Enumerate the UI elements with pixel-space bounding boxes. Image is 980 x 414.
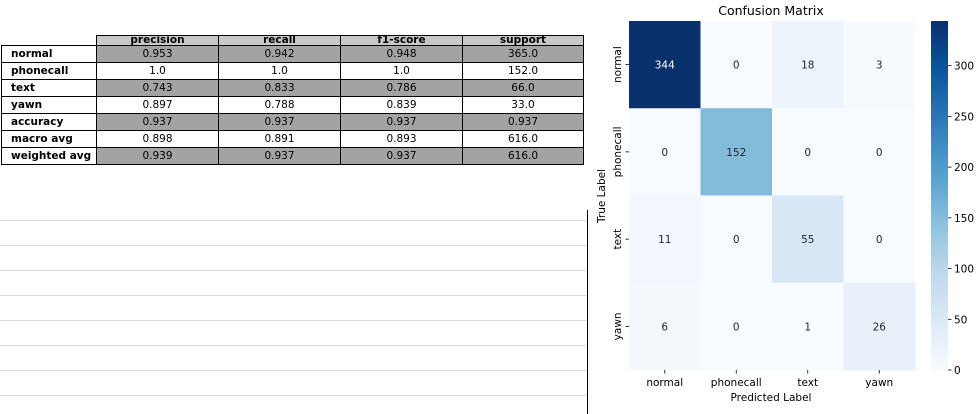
colorbar-tick-label: 250 <box>954 111 974 123</box>
report-header-row: precision recall f1-score support <box>2 35 584 46</box>
report-row-label: normal <box>1 45 97 63</box>
y-axis-label: True Label <box>596 169 608 224</box>
heatmap-cell-label: 26 <box>873 321 887 333</box>
heatmap-cell-label: 6 <box>661 321 668 333</box>
y-tick-label: normal <box>612 46 624 83</box>
colorbar-tick-label: 0 <box>954 365 961 377</box>
colorbar <box>931 21 948 370</box>
heatmap-cell <box>700 195 773 284</box>
y-tick-label: text <box>612 229 624 250</box>
report-cell: 1.0 <box>340 62 463 80</box>
classification-report-table: precision recall f1-score support normal… <box>1 35 584 165</box>
heatmap-cell-label: 0 <box>804 147 811 159</box>
x-tick-label: yawn <box>865 377 893 389</box>
x-tick-label: normal <box>646 377 683 389</box>
report-cell: 0.937 <box>218 147 341 165</box>
heatmap-cell <box>843 282 916 371</box>
report-cell: 0.937 <box>218 113 341 131</box>
gridline <box>0 270 587 271</box>
x-axis-label: Predicted Label <box>731 392 812 404</box>
chart-title: Confusion Matrix <box>718 3 824 18</box>
colorbar-tick-label: 100 <box>954 264 974 276</box>
report-cell: 0.937 <box>96 113 219 131</box>
heatmap-cell <box>700 108 773 196</box>
heatmap-cell-label: 0 <box>876 147 883 159</box>
report-row-label: weighted avg <box>1 147 97 165</box>
heatmap-cell-label: 11 <box>658 234 671 246</box>
heatmap-cell-label: 344 <box>655 60 675 72</box>
report-row-label: yawn <box>1 96 97 114</box>
heatmap-cell-label: 0 <box>733 321 740 333</box>
heatmap-cell <box>843 21 916 109</box>
heatmap-cell <box>629 195 701 284</box>
heatmap-cell <box>700 21 773 109</box>
report-cell: 0.948 <box>340 45 463 63</box>
heatmap-cell <box>772 21 844 109</box>
report-row-label: macro avg <box>1 130 97 148</box>
axis-spine <box>587 210 588 414</box>
report-cell: 0.839 <box>340 96 463 114</box>
report-cell: 152.0 <box>462 62 584 80</box>
heatmap-cell <box>772 108 844 196</box>
heatmap-cell-label: 0 <box>661 147 668 159</box>
report-row: phonecall 1.0 1.0 1.0 152.0 <box>1 62 584 80</box>
heatmap-cell <box>629 21 701 109</box>
report-cell: 0.786 <box>340 79 463 97</box>
report-cell: 0.939 <box>96 147 219 165</box>
report-row: weighted avg 0.939 0.937 0.937 616.0 <box>1 147 584 165</box>
report-cell: 0.898 <box>96 130 219 148</box>
gridline <box>0 245 587 246</box>
heatmap-cell <box>629 282 701 371</box>
heatmap-cell-label: 3 <box>876 60 883 72</box>
x-tick-label: phonecall <box>711 377 762 389</box>
heatmap-cell <box>629 108 701 196</box>
report-cell: 0.891 <box>218 130 341 148</box>
colorbar-tick-label: 50 <box>954 314 967 326</box>
report-cell: 0.893 <box>340 130 463 148</box>
gridline <box>0 345 587 346</box>
report-cell: 365.0 <box>462 45 584 63</box>
heatmap-cell-label: 0 <box>733 60 740 72</box>
heatmap-cell-label: 18 <box>801 60 814 72</box>
heatmap-cell-label: 1 <box>804 321 811 333</box>
x-tick-label: text <box>797 377 818 389</box>
report-row: macro avg 0.898 0.891 0.893 616.0 <box>1 130 584 148</box>
gridline <box>0 395 587 396</box>
report-cell: 1.0 <box>96 62 219 80</box>
colorbar-tick-label: 200 <box>954 162 974 174</box>
heatmap-cell <box>843 108 916 196</box>
report-cell: 0.743 <box>96 79 219 97</box>
gridline <box>0 370 587 371</box>
heatmap-cell-label: 55 <box>801 234 814 246</box>
report-row-label: text <box>1 79 97 97</box>
heatmap-cell <box>772 195 844 284</box>
report-cell: 0.897 <box>96 96 219 114</box>
heatmap-cell-label: 152 <box>726 147 746 159</box>
report-cell: 33.0 <box>462 96 584 114</box>
report-cell: 0.937 <box>462 113 584 131</box>
heatmap-cell-label: 0 <box>733 234 740 246</box>
report-row: normal 0.953 0.942 0.948 365.0 <box>1 45 584 63</box>
report-cell: 0.937 <box>340 113 463 131</box>
heatmap-cell <box>772 282 844 371</box>
colorbar-tick-label: 300 <box>954 61 974 73</box>
gridline <box>0 295 587 296</box>
gridline <box>0 320 587 321</box>
heatmap-cell <box>843 195 916 284</box>
heatmap-cell-label: 0 <box>876 234 883 246</box>
y-tick-label: phonecall <box>612 126 624 177</box>
report-row: text 0.743 0.833 0.786 66.0 <box>1 79 584 97</box>
gridline <box>0 220 587 221</box>
heatmap-cell <box>700 282 773 371</box>
report-cell: 616.0 <box>462 147 584 165</box>
y-tick-label: yawn <box>612 312 624 340</box>
colorbar-tick-label: 150 <box>954 213 974 225</box>
report-row-label: phonecall <box>1 62 97 80</box>
